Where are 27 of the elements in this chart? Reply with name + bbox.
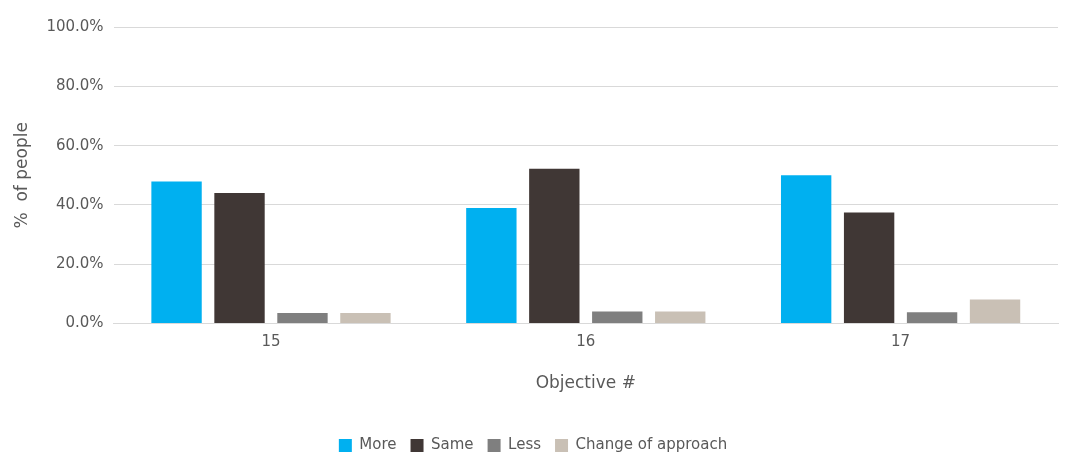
bar bbox=[151, 181, 202, 324]
legend-label: Less bbox=[508, 435, 542, 454]
bar bbox=[214, 193, 265, 324]
bar bbox=[655, 311, 706, 324]
bar bbox=[780, 175, 832, 324]
bar bbox=[906, 312, 958, 324]
bar bbox=[340, 312, 391, 324]
legend-label: More bbox=[359, 435, 397, 454]
y-tick-label: 20.0% bbox=[55, 254, 104, 273]
x-tick-label: 17 bbox=[891, 332, 911, 351]
bar bbox=[843, 212, 895, 324]
legend-label: Same bbox=[431, 435, 474, 454]
bar bbox=[277, 312, 328, 324]
bar bbox=[529, 168, 580, 324]
x-axis-title: Objective # bbox=[535, 372, 636, 393]
y-tick-label: 100.0% bbox=[46, 16, 104, 35]
x-tick-label: 16 bbox=[576, 332, 596, 351]
bar bbox=[466, 207, 517, 324]
bar bbox=[969, 299, 1021, 324]
y-axis-title: % of people bbox=[10, 122, 31, 229]
bar bbox=[592, 311, 643, 324]
y-tick-label: 80.0% bbox=[55, 76, 104, 95]
y-tick-label: 60.0% bbox=[55, 135, 104, 154]
y-tick-label: 0.0% bbox=[65, 313, 104, 332]
legend-label: Change of approach bbox=[575, 435, 728, 454]
y-tick-label: 40.0% bbox=[55, 194, 104, 213]
x-tick-label: 15 bbox=[261, 332, 281, 351]
